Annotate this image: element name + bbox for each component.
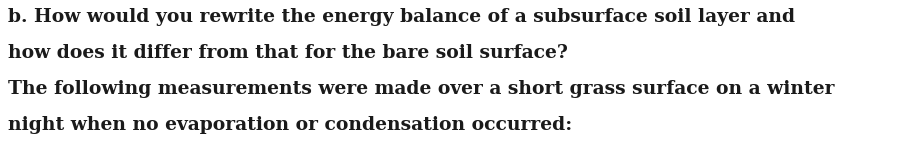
Text: The following measurements were made over a short grass surface on a winter: The following measurements were made ove…	[8, 80, 834, 98]
Text: how does it differ from that for the bare soil surface?: how does it differ from that for the bar…	[8, 44, 568, 62]
Text: night when no evaporation or condensation occurred:: night when no evaporation or condensatio…	[8, 116, 573, 134]
Text: b. How would you rewrite the energy balance of a subsurface soil layer and: b. How would you rewrite the energy bala…	[8, 8, 795, 26]
